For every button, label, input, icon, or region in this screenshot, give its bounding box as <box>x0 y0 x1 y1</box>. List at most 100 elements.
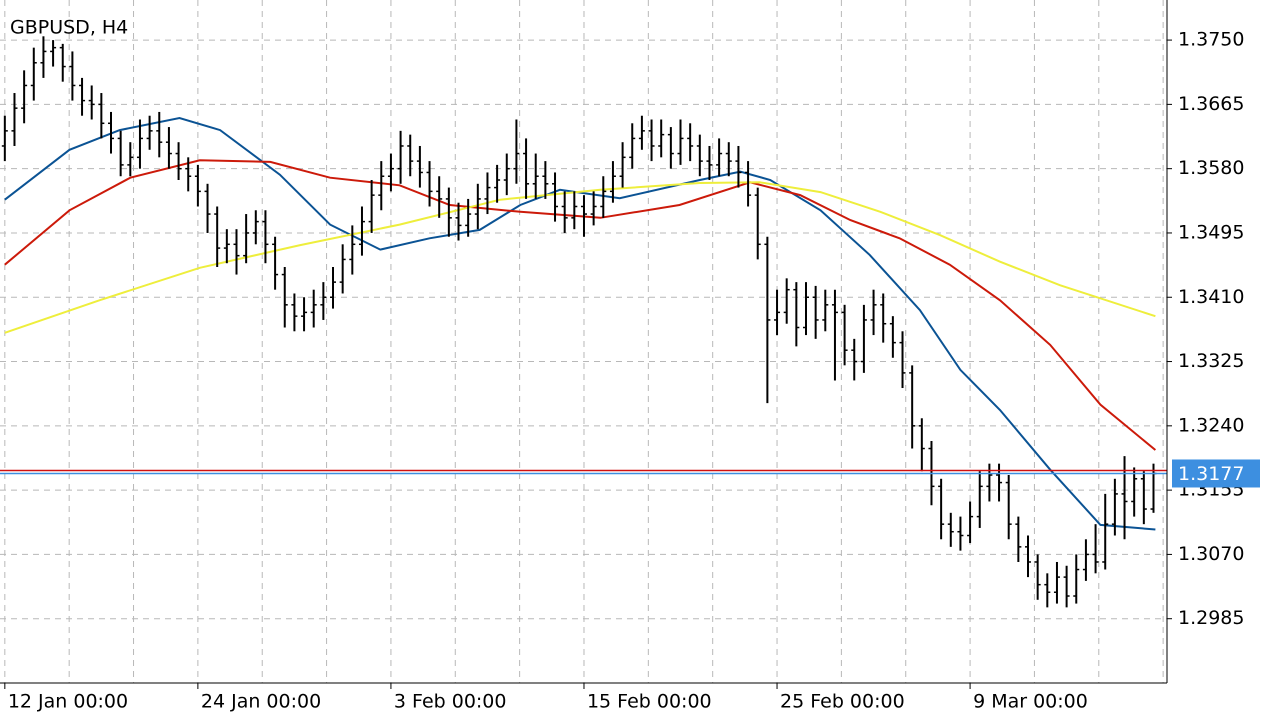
moving-average-line <box>4 181 1156 334</box>
ohlc-bar <box>117 130 124 177</box>
ohlc-bar <box>397 130 404 184</box>
ohlc-bar <box>455 202 462 241</box>
ohlc-bar <box>1140 471 1147 525</box>
ohlc-bar <box>136 119 143 169</box>
ohlc-bar <box>465 198 472 237</box>
ohlc-bar <box>1082 539 1089 581</box>
grid <box>0 0 1167 683</box>
ohlc-bar <box>706 145 713 181</box>
ohlc-bar <box>1044 573 1051 608</box>
y-tick-label: 1.2985 <box>1178 607 1244 629</box>
axes: 1.3750 1.3665 1.3580 1.3495 1.3410 1.3325 1.32… <box>4 29 1260 713</box>
ohlc-bar <box>291 293 298 332</box>
ohlc-bar <box>725 142 732 177</box>
y-tick-label: 1.3325 <box>1178 350 1244 372</box>
ohlc-bar <box>648 119 655 162</box>
ohlc-bar <box>860 304 867 373</box>
ohlc-bar <box>156 111 163 158</box>
ohlc-bar <box>609 161 616 203</box>
ohlc-bar <box>358 206 365 256</box>
x-tick-label: 25 Feb 00:00 <box>780 691 905 713</box>
x-tick-label: 24 Jan 00:00 <box>201 691 321 713</box>
ohlc-bar <box>165 127 172 169</box>
ohlc-bar <box>696 134 703 177</box>
ohlc-bar <box>754 187 761 260</box>
ohlc-bar <box>98 93 105 139</box>
ohlc-bar <box>851 338 858 381</box>
ohlc-bar <box>127 142 134 177</box>
ohlc-bar <box>185 157 192 192</box>
ohlc-bar <box>561 191 568 233</box>
ohlc-bar <box>889 316 896 358</box>
ohlc-bar <box>214 206 221 267</box>
ohlc-bar <box>88 85 95 120</box>
ohlc-bar <box>233 229 240 275</box>
ohlc-bar <box>793 282 800 347</box>
ohlc-bar <box>716 138 723 177</box>
ohlc-bar <box>108 111 115 154</box>
ohlc-bar <box>301 297 308 332</box>
ohlc-bar <box>523 138 530 199</box>
moving-average-line <box>4 116 1156 531</box>
ohlc-bar <box>783 278 790 324</box>
ohlc-bar <box>445 187 452 237</box>
ohlc-bar <box>1005 474 1012 540</box>
x-tick-label: 12 Jan 00:00 <box>8 691 128 713</box>
ohlc-bar <box>1102 493 1109 570</box>
ohlc-bar <box>378 161 385 211</box>
ohlc-bar <box>368 180 375 233</box>
ohlc-bar <box>976 471 983 528</box>
ohlc-bar <box>320 282 327 320</box>
ohlc-bar <box>21 70 28 124</box>
ohlc-bar <box>938 478 945 540</box>
ohlc-bar <box>870 289 877 336</box>
ohlc-bar <box>1034 554 1041 600</box>
ohlc-bar <box>194 164 201 207</box>
ohlc-bar <box>638 115 645 150</box>
ohlc-bar <box>416 145 423 188</box>
ohlc-bar <box>204 183 211 233</box>
price-label: 1.3177 <box>1178 463 1244 485</box>
y-tick-label: 1.3580 <box>1178 157 1244 179</box>
ohlc-bar <box>812 285 819 339</box>
y-tick-label: 1.3495 <box>1178 221 1244 243</box>
ohlc-bar <box>1025 535 1032 578</box>
ohlc-bar <box>349 225 356 275</box>
ohlc-bar <box>764 236 771 404</box>
ohlc-bar <box>30 47 37 101</box>
ohlc-bar <box>223 229 230 264</box>
ohlc-bar <box>532 153 539 199</box>
ohlc-bar <box>339 244 346 294</box>
ohlc-bar <box>542 161 549 199</box>
ohlc-bar <box>484 172 491 215</box>
ohlc-bar <box>658 119 665 158</box>
ohlc-bar <box>552 172 559 222</box>
ohlc-bar <box>262 210 269 264</box>
x-tick-label: 15 Feb 00:00 <box>587 691 712 713</box>
ohlc-bar <box>831 289 838 381</box>
ohlc-bar <box>590 191 597 226</box>
ohlc-bar <box>1131 467 1138 517</box>
ohlc-bar <box>59 43 66 82</box>
ohlc-bar <box>822 289 829 332</box>
ohlc-bar <box>330 266 337 309</box>
ohlc-bar <box>1015 516 1022 562</box>
ohlc-bar <box>957 516 964 551</box>
ohlc-bar <box>745 161 752 207</box>
ohlc-bar <box>667 127 674 169</box>
ohlc-bar <box>407 134 414 177</box>
ohlc-bar <box>252 210 259 245</box>
ohlc-bar <box>243 214 250 264</box>
ohlc-bar <box>918 418 925 472</box>
ohlc-bar <box>40 36 47 78</box>
plot <box>0 36 1167 608</box>
x-tick-label: 3 Feb 00:00 <box>394 691 507 713</box>
ohlc-bar <box>802 282 809 336</box>
ohlc-bar <box>1092 524 1099 574</box>
ohlc-bar <box>580 195 587 237</box>
ohlc-bar <box>146 115 153 150</box>
ohlc-bar <box>310 289 317 328</box>
ohlc-bar <box>79 77 86 116</box>
